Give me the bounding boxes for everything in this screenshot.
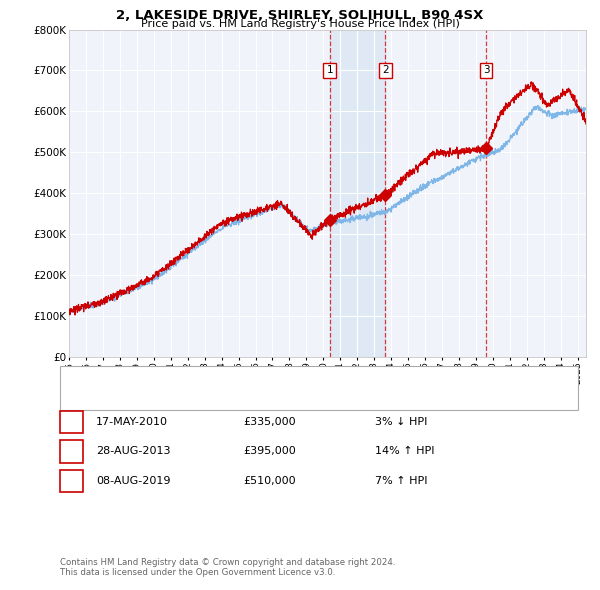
Text: Price paid vs. HM Land Registry's House Price Index (HPI): Price paid vs. HM Land Registry's House … [140, 19, 460, 29]
Text: 08-AUG-2019: 08-AUG-2019 [96, 476, 170, 486]
Text: 1: 1 [326, 65, 333, 76]
Text: £395,000: £395,000 [243, 447, 296, 456]
Text: 2, LAKESIDE DRIVE, SHIRLEY, SOLIHULL, B90 4SX (detached house): 2, LAKESIDE DRIVE, SHIRLEY, SOLIHULL, B9… [92, 373, 443, 382]
Text: 2: 2 [68, 447, 75, 456]
Text: 3: 3 [68, 476, 75, 486]
Text: 3% ↓ HPI: 3% ↓ HPI [375, 417, 427, 427]
Text: 2, LAKESIDE DRIVE, SHIRLEY, SOLIHULL, B90 4SX: 2, LAKESIDE DRIVE, SHIRLEY, SOLIHULL, B9… [116, 9, 484, 22]
Bar [329, 30, 385, 357]
Text: 17-MAY-2010: 17-MAY-2010 [96, 417, 168, 427]
Text: £510,000: £510,000 [243, 476, 296, 486]
Text: Contains HM Land Registry data © Crown copyright and database right 2024.
This d: Contains HM Land Registry data © Crown c… [60, 558, 395, 577]
Text: 3: 3 [483, 65, 490, 76]
Text: 2: 2 [382, 65, 389, 76]
Text: HPI: Average price, detached house, Solihull: HPI: Average price, detached house, Soli… [92, 391, 323, 400]
Text: £335,000: £335,000 [243, 417, 296, 427]
Text: 28-AUG-2013: 28-AUG-2013 [96, 447, 170, 456]
Text: 7% ↑ HPI: 7% ↑ HPI [375, 476, 427, 486]
Text: 1: 1 [68, 417, 75, 427]
Text: 14% ↑ HPI: 14% ↑ HPI [375, 447, 434, 456]
